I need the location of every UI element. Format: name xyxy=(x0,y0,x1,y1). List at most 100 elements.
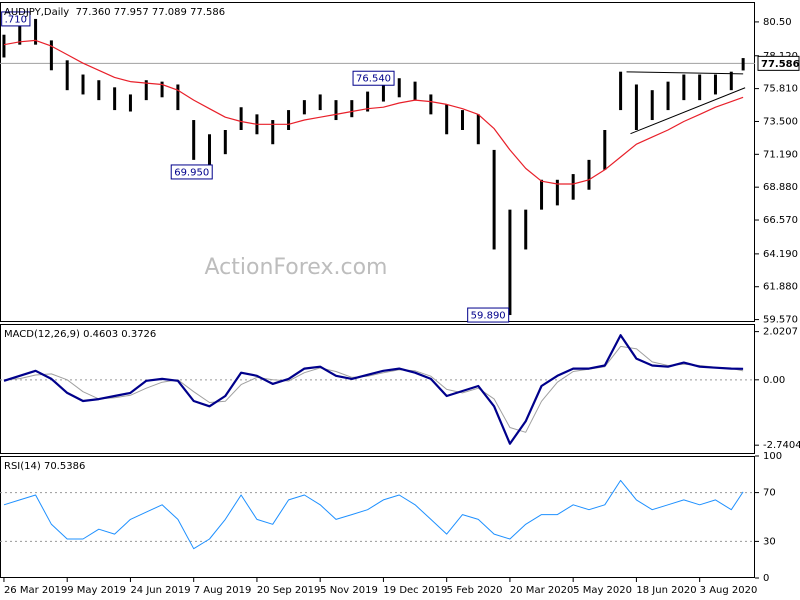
y-tick-label: 66.570 xyxy=(763,215,798,226)
y-tick-label: 30 xyxy=(763,536,776,547)
x-tick-label: 3 Aug 2020 xyxy=(700,585,758,596)
price-bar xyxy=(650,90,654,121)
annotation-label: 59.890 xyxy=(471,311,506,322)
x-tick-label: 19 Dec 2019 xyxy=(383,585,447,596)
price-bar xyxy=(587,159,591,190)
annotation-label: 69.950 xyxy=(174,167,209,178)
price-bar xyxy=(476,114,480,145)
x-tick-label: 5 Nov 2019 xyxy=(320,585,378,596)
y-tick-label: 0.00 xyxy=(763,375,785,386)
moving-average xyxy=(3,39,744,185)
x-tick-label: 5 Feb 2020 xyxy=(447,585,503,596)
trendline xyxy=(626,71,744,75)
y-tick-label: 100 xyxy=(763,451,782,462)
price-bar xyxy=(176,84,180,111)
plot-area xyxy=(0,479,755,550)
price-bar xyxy=(381,81,385,102)
price-bar xyxy=(666,81,670,111)
price-bar xyxy=(34,18,38,45)
price-bar xyxy=(239,107,243,130)
x-tick-label: 9 May 2019 xyxy=(67,585,126,596)
y-tick-label: 73.500 xyxy=(763,116,798,127)
price-bar xyxy=(366,91,370,112)
price-bar xyxy=(334,100,338,121)
trendline xyxy=(630,87,746,135)
y-tick-label: 61.880 xyxy=(763,282,798,293)
y-tick-label: 70 xyxy=(763,488,776,499)
indicator-line xyxy=(3,479,744,550)
price-bar xyxy=(729,71,733,91)
price-bar xyxy=(128,94,132,112)
price-bar xyxy=(223,130,227,155)
price-bar xyxy=(287,110,291,130)
price-bar xyxy=(397,78,401,98)
price-bar xyxy=(65,60,69,91)
last-price-label: 77.586 xyxy=(761,59,800,70)
price-bar xyxy=(619,71,623,111)
price-bar xyxy=(144,80,148,101)
annotation-box xyxy=(467,307,510,323)
price-bar xyxy=(81,74,85,95)
last-price-box xyxy=(757,55,800,71)
x-tick-label: 5 May 2020 xyxy=(573,585,632,596)
price-bar xyxy=(208,134,212,172)
annotation-box xyxy=(1,11,31,27)
y-tick-label: 80.50 xyxy=(763,17,792,28)
y-tick-label: 68.880 xyxy=(763,182,798,193)
x-tick-label: 20 Sep 2019 xyxy=(257,585,320,596)
annotation-box xyxy=(352,70,395,86)
y-tick-label: 59.570 xyxy=(763,315,798,326)
price-bar xyxy=(713,74,717,95)
panel-frame xyxy=(0,2,755,322)
y-tick-label: 75.810 xyxy=(763,84,798,95)
price-bar xyxy=(350,100,354,118)
price-bar xyxy=(492,149,496,250)
price-bar xyxy=(302,100,306,115)
price-bar xyxy=(571,174,575,200)
y-tick-label: 0 xyxy=(763,573,769,584)
y-tick-label: 2.0207 xyxy=(763,327,798,338)
x-tick-label: 26 Mar 2019 xyxy=(4,585,67,596)
price-bar xyxy=(192,120,196,160)
annotation-label: .710 xyxy=(5,14,27,25)
price-bar xyxy=(682,74,686,101)
price-bar xyxy=(741,58,745,71)
plot-area xyxy=(0,334,755,445)
x-tick-label: 20 Mar 2020 xyxy=(510,585,573,596)
price-bar xyxy=(49,40,53,71)
price-bar xyxy=(429,94,433,115)
price-bar xyxy=(540,179,544,210)
watermark: ActionForex.com xyxy=(205,255,388,280)
price-bar xyxy=(160,81,164,98)
indicator-line xyxy=(3,345,744,433)
price-bar xyxy=(2,34,6,58)
price-bar xyxy=(634,84,638,130)
price-bar xyxy=(271,120,275,145)
price-bar xyxy=(460,110,464,130)
plot-area: ActionForex.com xyxy=(0,18,755,316)
x-tick-label: 7 Aug 2019 xyxy=(194,585,252,596)
panel-title: RSI(14) 70.5386 xyxy=(4,461,85,472)
price-bar xyxy=(698,74,702,101)
annotation-box xyxy=(170,164,213,180)
y-tick-label: 64.190 xyxy=(763,249,798,260)
indicator-line xyxy=(3,334,744,445)
y-tick-label: -2.7404 xyxy=(763,440,800,451)
price-bar xyxy=(318,94,322,111)
annotation-label: 76.540 xyxy=(356,74,391,85)
x-tick-label: 24 Jun 2019 xyxy=(130,585,190,596)
panel-frame xyxy=(0,324,755,454)
price-bar xyxy=(113,87,117,111)
panel-frame xyxy=(0,456,755,578)
price-bar xyxy=(603,130,607,170)
price-bar xyxy=(445,104,449,135)
price-bar xyxy=(18,20,22,45)
panel-title: MACD(12,26,9) 0.4603 0.3726 xyxy=(4,329,156,340)
price-bar xyxy=(97,80,101,101)
x-tick-label: 18 Jun 2020 xyxy=(636,585,696,596)
price-bar xyxy=(413,81,417,101)
panel-title: AUDJPY,Daily 77.360 77.957 77.089 77.586 xyxy=(4,7,225,18)
price-bar xyxy=(524,209,528,250)
y-tick-label: 71.190 xyxy=(763,149,798,160)
